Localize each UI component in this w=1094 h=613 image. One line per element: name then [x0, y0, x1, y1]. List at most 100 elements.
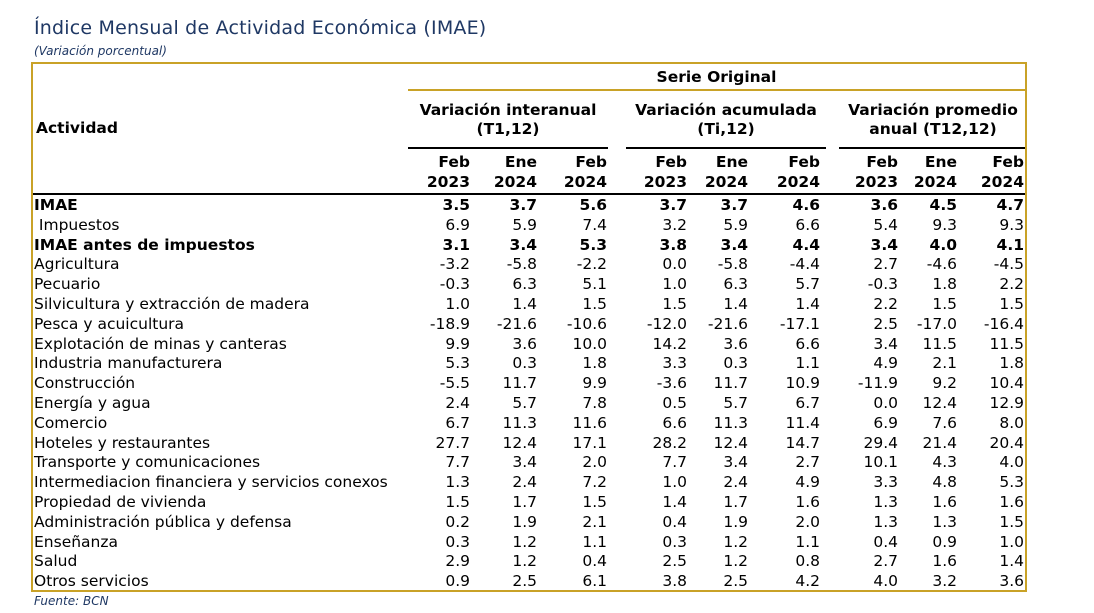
- table-cell: 0.4: [582, 552, 607, 571]
- column-header-month: Feb: [655, 153, 687, 171]
- column-header: Ene 2024: [688, 152, 748, 192]
- table-cell: 7.2: [582, 473, 607, 492]
- group-header-line2: (Ti,12): [697, 120, 755, 138]
- table-cell: 2.9: [445, 552, 470, 571]
- row-label: Propiedad de vivienda: [34, 493, 207, 511]
- table-cell: -0.3: [439, 275, 470, 294]
- table-cell: 6.7: [445, 413, 470, 432]
- table-cell: 2.5: [662, 552, 687, 571]
- table-cell: 10.9: [785, 374, 820, 393]
- table-cell: -11.9: [857, 374, 898, 393]
- table-cell: 6.3: [723, 275, 748, 294]
- table-row: Impuestos 6.9 5.9 7.4 3.2 5.9 6.6 5.4 9.3 9.3: [33, 215, 1025, 235]
- table-cell: 5.3: [999, 473, 1024, 492]
- table-row: Comercio 6.7 11.3 11.6 6.6 11.3 11.4 6.9 7.6 8.0: [33, 413, 1025, 433]
- table-row: Otros servicios 0.9 2.5 6.1 3.8 2.5 4.2 4.0 3.2 3…: [33, 571, 1025, 591]
- group-underline: [839, 147, 1025, 149]
- table-cell: 4.9: [795, 473, 820, 492]
- table-cell: -21.6: [496, 314, 537, 333]
- table-cell: 11.7: [713, 374, 748, 393]
- activity-header: Actividad: [36, 119, 118, 137]
- table-cell: 28.2: [652, 433, 687, 452]
- table-cell: 4.8: [932, 473, 957, 492]
- row-label: Salud: [34, 552, 78, 571]
- table-cell: 6.3: [512, 275, 537, 294]
- table-cell: 2.7: [873, 552, 898, 571]
- table-cell: 1.3: [873, 493, 898, 511]
- table-cell: 2.0: [795, 512, 820, 531]
- table-cell: 11.5: [922, 334, 957, 353]
- table-cell: 3.3: [873, 473, 898, 492]
- table-cell: 11.4: [785, 413, 820, 432]
- table-cell: 8.0: [999, 413, 1024, 432]
- table-row: IMAE antes de impuestos 3.1 3.4 5.3 3.8 3.4 4.…: [33, 235, 1025, 255]
- table-cell: 12.9: [989, 394, 1024, 412]
- group-header-line2: anual (T12,12): [869, 120, 997, 138]
- table-cell: 3.7: [720, 196, 748, 214]
- group-header-line2: (T1,12): [476, 120, 540, 138]
- table-cell: -4.4: [789, 255, 820, 274]
- page-title: Índice Mensual de Actividad Económica (I…: [34, 17, 487, 39]
- table-cell: 6.9: [445, 215, 470, 234]
- table-cell: -3.6: [656, 374, 687, 393]
- row-label: Comercio: [34, 413, 108, 432]
- table-cell: 14.7: [785, 433, 820, 452]
- series-divider: [408, 89, 1025, 91]
- table-cell: -10.6: [566, 314, 607, 333]
- table-cell: 4.1: [996, 235, 1024, 254]
- table-cell: 1.2: [512, 532, 537, 551]
- column-header-year: 2024: [704, 173, 748, 191]
- table-cell: 0.8: [795, 552, 820, 571]
- table-cell: -18.9: [429, 314, 470, 333]
- table-cell: 1.1: [582, 532, 607, 551]
- table-cell: 0.4: [662, 512, 687, 531]
- row-label: Hoteles y restaurantes: [34, 433, 211, 452]
- table-cell: 1.8: [582, 354, 607, 373]
- table-row: Silvicultura y extracción de madera 1.0 1.…: [33, 294, 1025, 314]
- table-cell: 9.3: [932, 215, 957, 234]
- column-header-month: Feb: [575, 153, 607, 171]
- table-row: Administración pública y defensa 0.2 1.9 2.…: [33, 512, 1025, 532]
- table-cell: 1.5: [932, 295, 957, 313]
- table-cell: 29.4: [863, 433, 898, 452]
- table-cell: -4.5: [993, 255, 1024, 274]
- group-underline: [626, 147, 826, 149]
- table-cell: 2.2: [873, 295, 898, 313]
- table-cell: 3.7: [659, 196, 687, 214]
- table-cell: 6.9: [873, 413, 898, 432]
- table-cell: 1.5: [662, 295, 687, 313]
- table-cell: -3.2: [439, 255, 470, 274]
- table-row: Hoteles y restaurantes 27.7 12.4 17.1 28.2 12…: [33, 433, 1025, 453]
- table-cell: 6.7: [795, 394, 820, 412]
- table-cell: 2.5: [723, 572, 748, 591]
- group-header-line1: Variación interanual: [419, 101, 597, 119]
- column-header: Ene 2024: [897, 152, 957, 192]
- table-cell: -21.6: [707, 314, 748, 333]
- table-cell: -5.8: [506, 255, 537, 274]
- table-cell: 10.0: [572, 334, 607, 353]
- table-cell: 1.4: [795, 295, 820, 313]
- table-cell: 2.5: [512, 572, 537, 591]
- table-cell: 1.2: [723, 552, 748, 571]
- column-header-month: Feb: [438, 153, 470, 171]
- row-label: Silvicultura y extracción de madera: [34, 295, 310, 313]
- group-header-line1: Variación acumulada: [635, 101, 817, 119]
- table-row: Propiedad de vivienda 1.5 1.7 1.5 1.4 1.7 1.6 1…: [33, 492, 1025, 512]
- table-cell: 1.0: [999, 532, 1024, 551]
- table-cell: 1.0: [662, 275, 687, 294]
- table-cell: 4.7: [996, 196, 1024, 214]
- table-row: Intermediacion financiera y servicios co…: [33, 472, 1025, 492]
- table-cell: 1.5: [445, 493, 470, 511]
- table-cell: 1.6: [999, 493, 1024, 511]
- table-cell: 0.3: [445, 532, 470, 551]
- table-cell: 2.0: [582, 453, 607, 472]
- row-label: Transporte y comunicaciones: [34, 453, 261, 472]
- table-cell: 4.0: [929, 235, 957, 254]
- column-header: Feb 2024: [547, 152, 607, 192]
- table-cell: 3.8: [662, 572, 687, 591]
- table-cell: 7.4: [582, 215, 607, 234]
- table-cell: 1.9: [723, 512, 748, 531]
- table-cell: 3.7: [509, 196, 537, 214]
- row-label: Construcción: [34, 374, 136, 393]
- table-cell: 3.4: [512, 453, 537, 472]
